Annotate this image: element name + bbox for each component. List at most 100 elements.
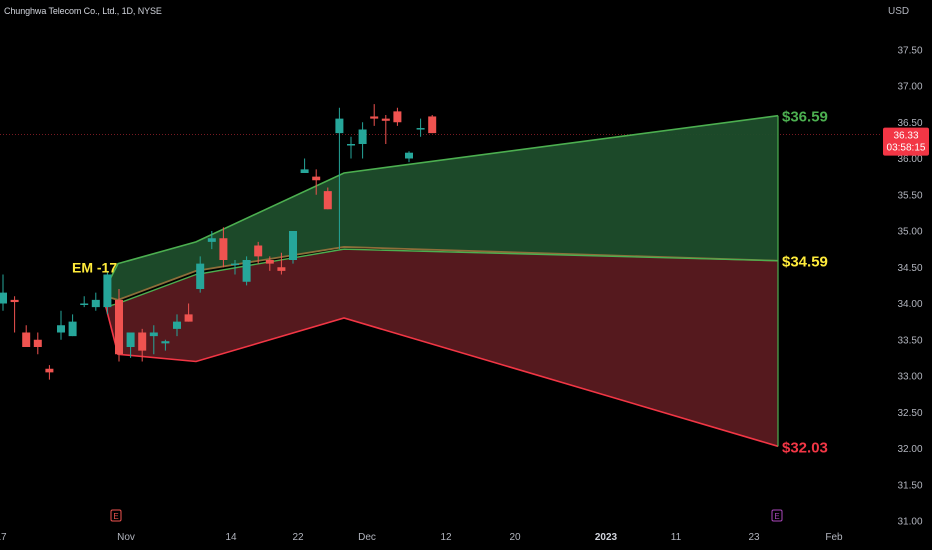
price-tag-value: 36.33	[893, 131, 918, 142]
candle-body	[115, 299, 123, 355]
candle	[277, 252, 286, 275]
y-tick-label: 37.50	[897, 45, 922, 56]
candle-body	[265, 260, 274, 264]
candle	[242, 256, 251, 286]
candle-body	[393, 111, 402, 123]
x-tick-label: Nov	[117, 532, 135, 543]
candle	[335, 107, 344, 250]
x-tick-label: 14	[225, 532, 237, 543]
candle-body	[138, 332, 147, 351]
earnings-icon	[771, 509, 783, 522]
candle-body	[10, 299, 19, 303]
candle	[219, 227, 228, 268]
candle-body	[0, 292, 7, 304]
x-tick-label: 2023	[595, 532, 618, 543]
y-tick-label: 37.00	[897, 82, 922, 93]
candle	[300, 158, 309, 173]
candle-body	[68, 321, 77, 337]
x-tick-label: 22	[292, 532, 304, 543]
y-tick-label: 33.50	[897, 335, 922, 346]
y-tick-label: 32.50	[897, 408, 922, 419]
candle	[57, 310, 65, 340]
x-tick-label: Dec	[358, 532, 376, 543]
x-tick-label: 20	[509, 532, 521, 543]
upper-band-line	[104, 114, 779, 290]
earnings-marker-label: E	[774, 512, 779, 521]
y-tick-label: 35.50	[897, 190, 922, 201]
candle-body	[323, 191, 332, 210]
candle-body	[428, 116, 437, 134]
candle-body	[335, 118, 344, 134]
candle-body	[405, 152, 413, 159]
candle	[184, 303, 193, 322]
x-tick-label: Feb	[825, 532, 843, 543]
candle	[33, 332, 42, 355]
x-tick-label: 11	[671, 532, 682, 543]
candle	[265, 256, 274, 271]
candle	[289, 231, 297, 264]
lower-band-area	[105, 249, 778, 447]
candle	[312, 169, 321, 195]
candle-body	[161, 341, 170, 344]
candle	[231, 260, 239, 275]
candle-body	[370, 116, 379, 119]
candle-body	[103, 274, 112, 308]
candle	[358, 122, 367, 159]
y-tick-label: 32.00	[897, 444, 922, 455]
price-tag-countdown: 03:58:15	[887, 143, 926, 154]
candle-body	[312, 176, 321, 181]
candle-body	[149, 332, 158, 337]
candle-body	[277, 267, 286, 271]
candle-body	[242, 260, 251, 282]
candle	[91, 292, 100, 311]
x-tick-label: 12	[440, 532, 452, 543]
x-tick-label: 17	[0, 532, 7, 543]
candle-body	[126, 332, 135, 347]
candle	[103, 270, 112, 315]
candle	[416, 118, 425, 137]
candle	[115, 289, 123, 362]
candle	[347, 136, 355, 159]
candle	[0, 274, 7, 311]
candle-body	[300, 169, 309, 173]
y-tick-label: 34.50	[897, 263, 922, 274]
price-tag-box	[883, 127, 929, 156]
candle-body	[22, 332, 31, 347]
earnings-marker: E	[110, 509, 122, 522]
candle-body	[289, 231, 297, 260]
candle	[138, 328, 147, 362]
candle-body	[347, 144, 355, 146]
upper-band-label: $36.59	[782, 109, 828, 126]
earnings-marker-label: E	[113, 512, 118, 521]
candle	[370, 104, 379, 126]
candle-body	[33, 339, 42, 347]
candle-body	[358, 129, 367, 144]
candle-body	[207, 238, 216, 242]
candle	[254, 241, 263, 264]
candle	[381, 115, 390, 144]
upper-band-area	[105, 115, 778, 300]
candle	[173, 314, 181, 337]
candle	[161, 339, 170, 351]
earnings-icon	[110, 509, 122, 522]
candle-body	[80, 303, 89, 305]
currency-label: USD	[888, 6, 910, 17]
candle	[323, 187, 332, 210]
expected-move-label: EM -17	[72, 259, 117, 275]
candlestick-series	[0, 104, 437, 380]
price-axis: 31.00 31.50 32.00 32.50 33.00 33.50 34.00 34.50…	[897, 45, 922, 527]
candle	[207, 231, 216, 250]
y-tick-label: 33.00	[897, 372, 922, 383]
lower-band-line	[104, 303, 779, 448]
candle-body	[184, 314, 193, 322]
candle	[22, 325, 31, 347]
candle	[149, 325, 158, 355]
candle-body	[416, 128, 425, 130]
lower-band-label: $32.03	[782, 439, 828, 456]
x-tick-label: 23	[748, 532, 760, 543]
candle	[196, 256, 205, 293]
candle	[45, 365, 54, 380]
candle	[428, 115, 437, 134]
